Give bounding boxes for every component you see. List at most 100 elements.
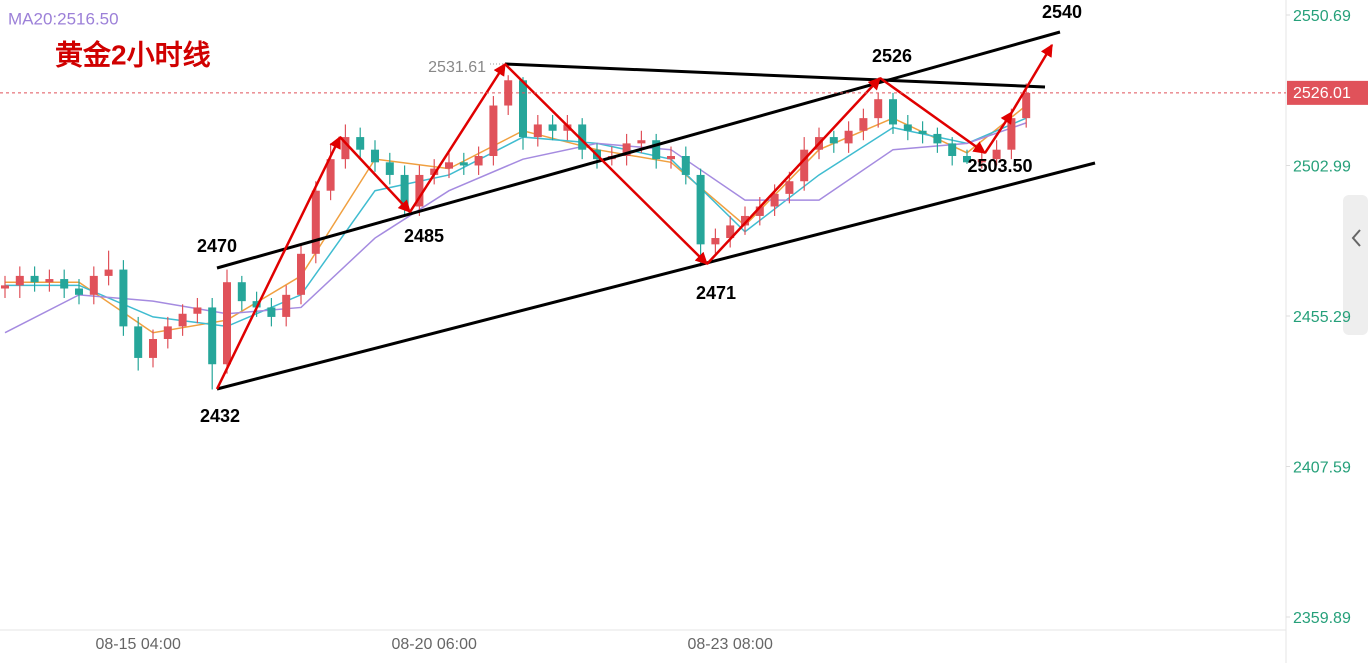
candle-body: [237, 282, 246, 302]
last-price-box: [1287, 80, 1368, 105]
candle-body: [829, 137, 838, 144]
candle-body: [578, 124, 587, 150]
collapse-icon[interactable]: [1351, 229, 1361, 247]
candle-body: [889, 99, 897, 125]
candle-body: [1007, 118, 1016, 150]
candle-body: [30, 275, 39, 283]
candle-body: [193, 307, 202, 314]
y-tick-label: 2455.29: [1293, 309, 1351, 326]
resistance-line: [504, 62, 1046, 89]
candle-body: [519, 80, 527, 138]
y-tick-label: 2550.69: [1293, 8, 1351, 25]
arrow: [879, 76, 987, 155]
arrow: [983, 110, 1014, 154]
candle-body: [341, 137, 350, 160]
wave-arrows: [215, 43, 1054, 390]
lower-channel: [216, 161, 1096, 391]
annotation-label: 2470: [197, 236, 237, 256]
candle-body: [119, 269, 128, 327]
candle-body: [489, 105, 498, 157]
x-tick-label: 08-23 08:00: [687, 636, 773, 653]
candle-body: [652, 140, 661, 160]
ma-label: MA20:2516.50: [8, 9, 119, 28]
candle-body: [223, 282, 231, 365]
arrow: [1010, 43, 1054, 113]
annotation-label: 2471: [696, 283, 736, 303]
candle-body: [45, 279, 54, 283]
trend-lines: [216, 30, 1096, 391]
candle-body: [741, 215, 749, 226]
annotation-label: 2540: [1042, 2, 1082, 22]
arrow: [339, 136, 411, 213]
candle-body: [326, 159, 335, 191]
candle-body: [711, 238, 720, 245]
candle-body: [430, 168, 439, 175]
candle-body: [385, 162, 394, 175]
ma-line: [5, 117, 1027, 328]
side-handle[interactable]: [1343, 195, 1368, 335]
annotation-label: 2432: [200, 406, 240, 426]
annotation-label: 2485: [404, 226, 444, 246]
candle-body: [1022, 92, 1031, 119]
candle-body: [844, 130, 853, 144]
candle-body: [859, 118, 868, 131]
candle-body: [134, 326, 143, 358]
candle-body: [104, 269, 113, 276]
candle-body: [918, 130, 927, 134]
candle-body: [75, 288, 83, 295]
y-tick-label: 2407.59: [1293, 460, 1351, 477]
candle-body: [667, 156, 675, 160]
candle-body: [563, 124, 572, 131]
candle-body: [311, 190, 320, 254]
candle-body: [208, 307, 217, 365]
ma-line: [4, 122, 1027, 334]
annotation-label: 2503.50: [967, 156, 1032, 176]
candle-body: [252, 301, 261, 308]
candle-body: [548, 124, 557, 131]
candle-body: [297, 253, 305, 295]
candle-body: [89, 275, 98, 295]
candle-body: [622, 143, 631, 157]
candle-body: [445, 162, 453, 169]
arrow: [504, 63, 708, 265]
candle-body: [977, 159, 986, 163]
candle-body: [696, 174, 705, 245]
candle-body: [459, 162, 468, 166]
arrow: [706, 77, 881, 265]
candle-body: [903, 124, 912, 131]
candle-body: [637, 140, 646, 144]
x-tick-label: 08-15 04:00: [95, 636, 181, 653]
candle-body: [800, 149, 809, 182]
candle-body: [178, 313, 187, 327]
candle-body: [400, 174, 409, 207]
candle-body: [60, 279, 69, 289]
x-tick-label: 08-20 06:00: [391, 636, 477, 653]
candle-body: [474, 156, 483, 166]
candle-body: [785, 181, 794, 194]
candle-body: [371, 149, 379, 163]
candle-body: [874, 99, 883, 119]
annotation-label: 2526: [872, 46, 912, 66]
candle-body: [770, 193, 779, 207]
y-tick-label: 2502.99: [1293, 159, 1351, 176]
high-marker: 2531.61: [428, 59, 486, 76]
y-tick-label: 2359.89: [1293, 610, 1351, 627]
candle-body: [504, 80, 513, 106]
candle-body: [1, 285, 9, 289]
arrow: [408, 62, 507, 213]
plot-area: [1, 75, 1031, 390]
candle-body: [755, 206, 764, 216]
candle-body: [267, 307, 276, 317]
candle-body: [992, 149, 1001, 160]
candle-body: [681, 156, 690, 175]
candle-body: [726, 225, 735, 239]
candle-body: [533, 124, 542, 138]
candle-body: [282, 294, 291, 317]
chart-title: 黄金2小时线: [55, 38, 211, 70]
candle-body: [356, 137, 365, 150]
upper-channel: [216, 30, 1061, 270]
candle-body: [163, 326, 172, 340]
candle-body: [415, 174, 424, 207]
